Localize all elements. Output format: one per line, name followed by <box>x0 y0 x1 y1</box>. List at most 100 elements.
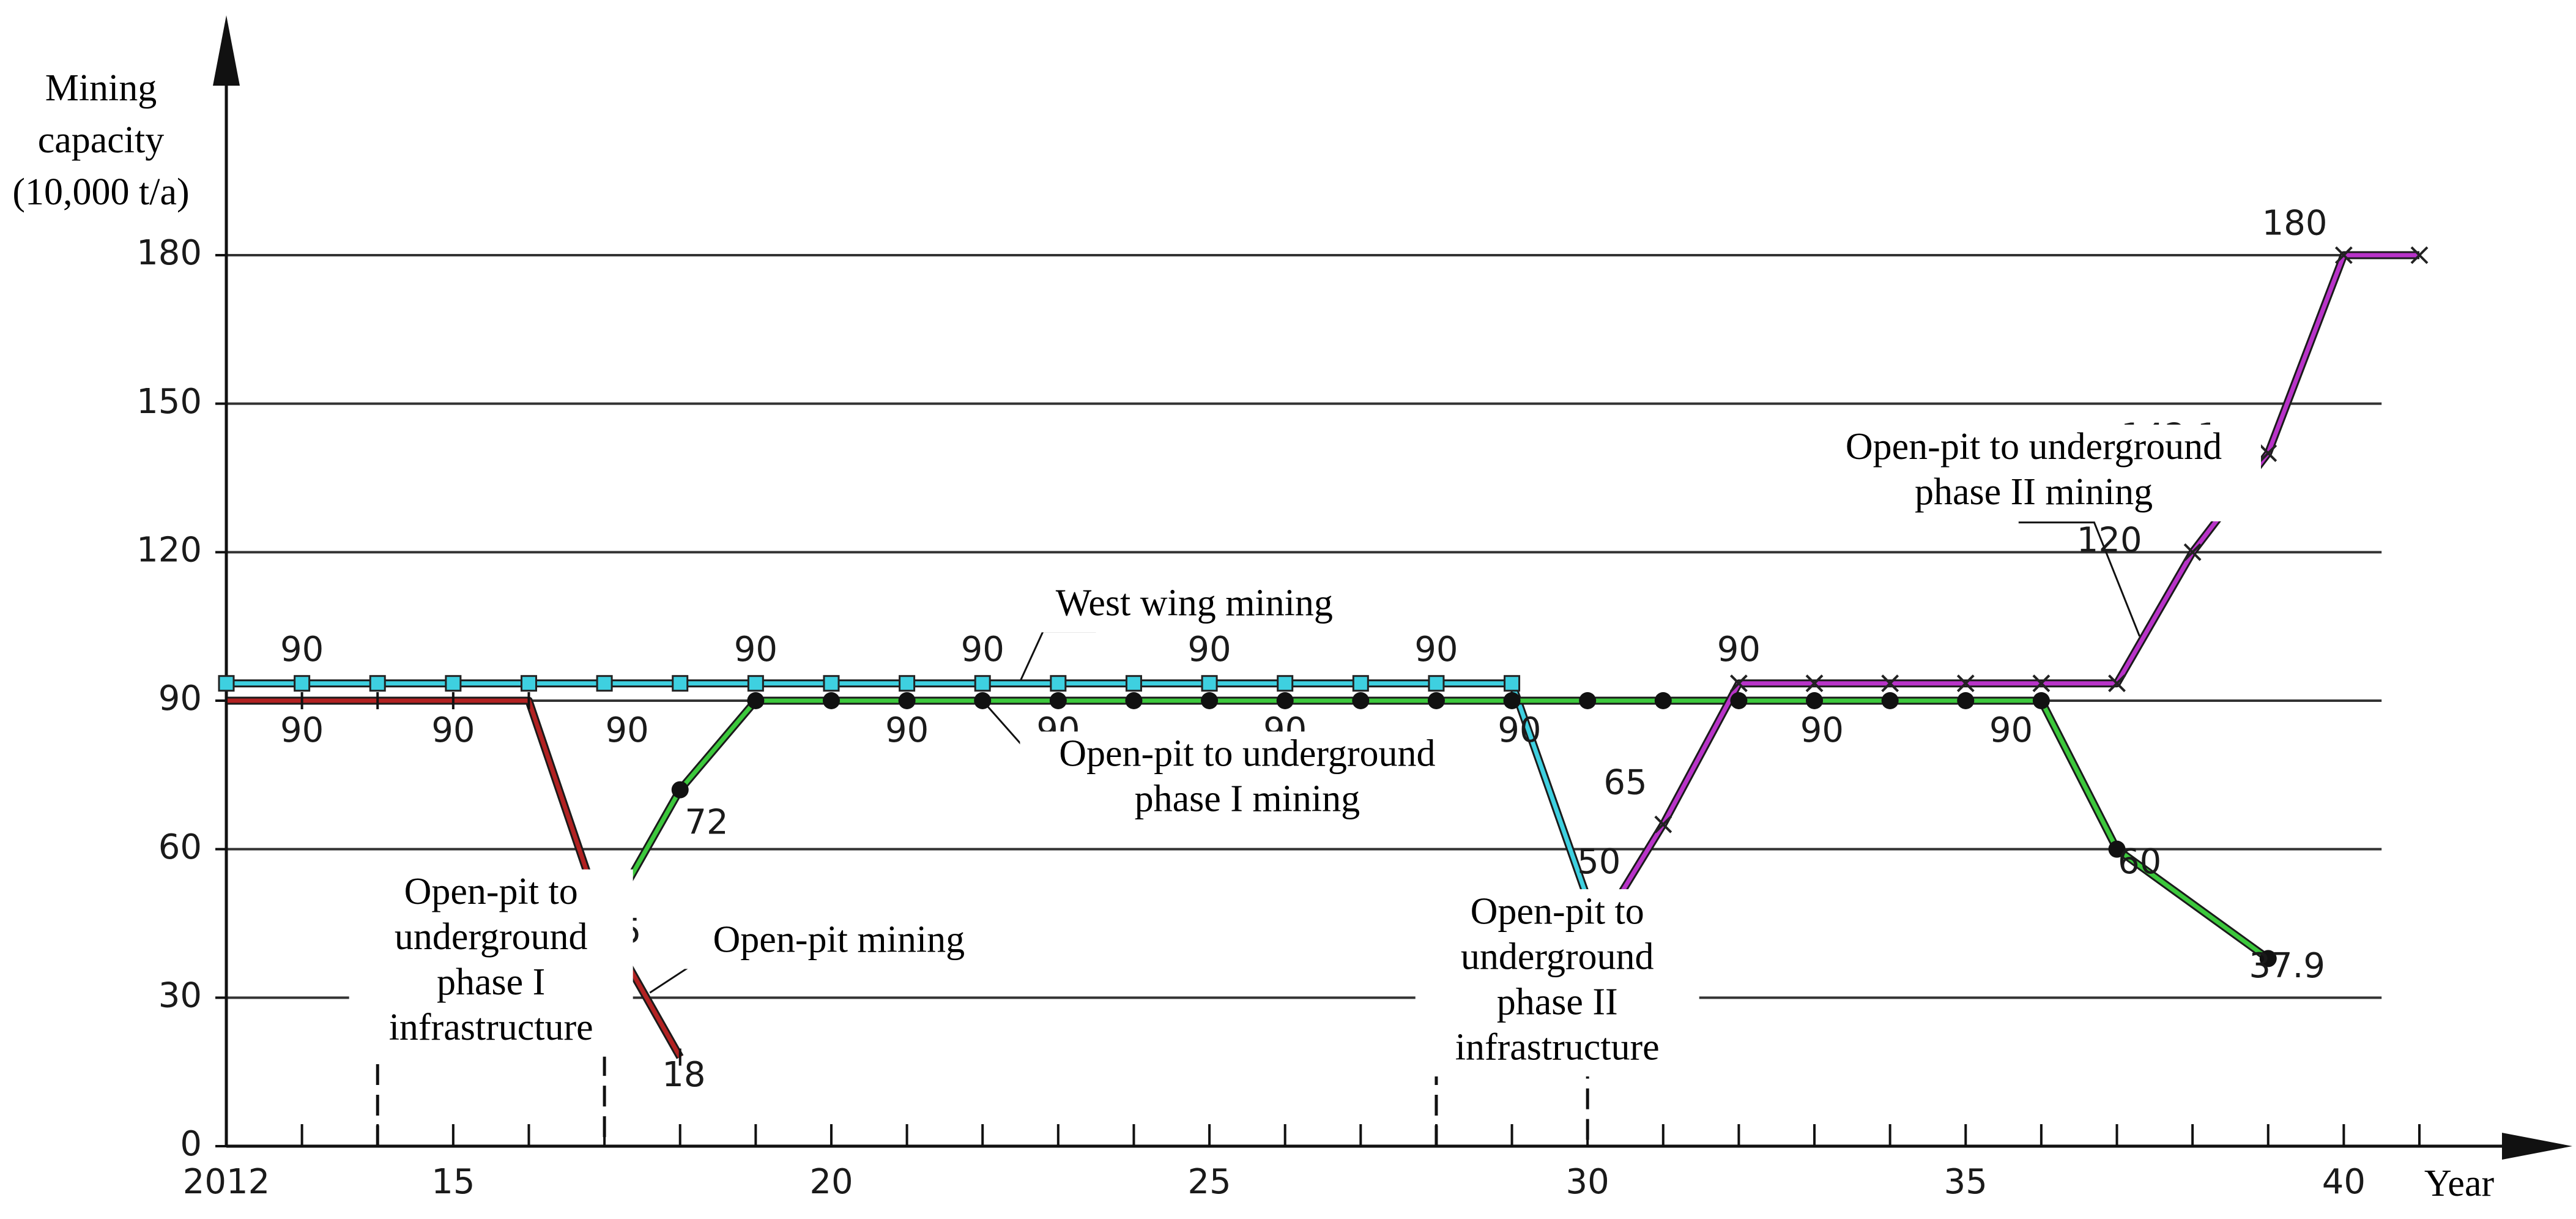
series-line-phase1 <box>603 698 2270 961</box>
annotation-label: underground <box>1461 936 1654 977</box>
point-x-stroke <box>1881 674 1899 693</box>
data-label: 90 <box>1800 710 1844 750</box>
point-phase2 <box>2183 543 2202 561</box>
point-west_wing <box>672 675 689 692</box>
point-west_wing <box>520 675 537 692</box>
x-tick-label: 30 <box>1566 1162 1609 1202</box>
point-west_wing <box>294 675 311 692</box>
series-line-phase2 <box>1586 253 2419 950</box>
annotation-label: infrastructure <box>1455 1026 1660 1068</box>
point-x-stroke <box>1805 674 1824 693</box>
point-x-stroke <box>2410 246 2429 264</box>
y-tick-label: 90 <box>158 679 202 718</box>
west-wing-leader <box>1019 630 1096 682</box>
y-tick-label: 0 <box>180 1124 202 1164</box>
point-west_wing <box>596 675 613 692</box>
data-label: 90 <box>280 710 324 750</box>
x-tick-label: 25 <box>1187 1162 1231 1202</box>
annotation-label: Open-pit to <box>404 871 578 912</box>
point-phase1 <box>2032 692 2050 709</box>
point-phase1 <box>1730 692 1748 709</box>
point-phase2 <box>2259 444 2277 462</box>
data-label: 90 <box>885 710 929 750</box>
data-label: 90 <box>961 630 1004 669</box>
point-west_wing <box>1277 675 1294 692</box>
point-phase1 <box>2259 950 2277 967</box>
point-west_wing <box>899 675 916 692</box>
annotation-label: West wing mining <box>1056 583 1333 624</box>
annotation-label: phase II mining <box>1915 471 2153 513</box>
point-x-stroke <box>2183 543 2202 561</box>
point-phase1 <box>1579 692 1597 709</box>
data-label: 90 <box>1187 630 1231 669</box>
point-west_wing <box>747 675 764 692</box>
data-label: 120 <box>2077 520 2142 560</box>
x-tick-label: 20 <box>809 1162 853 1202</box>
point-west_wing <box>1504 675 1521 692</box>
data-label: 90 <box>1989 710 2033 750</box>
data-label: 50 <box>1577 842 1620 882</box>
point-west_wing <box>823 675 840 692</box>
x-axis-title: Year <box>2424 1163 2495 1204</box>
point-phase1 <box>1049 692 1067 709</box>
point-phase1 <box>974 692 992 709</box>
point-x-stroke <box>2334 246 2353 264</box>
series-layer <box>226 251 2419 1059</box>
point-west_wing <box>1125 675 1142 692</box>
annotation-label: underground <box>395 916 588 958</box>
point-phase1 <box>1352 692 1370 709</box>
point-phase1 <box>2108 840 2126 858</box>
x-tick-label: 35 <box>1944 1162 1988 1202</box>
point-phase1 <box>1201 692 1219 709</box>
point-x-stroke <box>2259 444 2277 462</box>
point-phase2 <box>2334 246 2353 264</box>
y-tick-label: 120 <box>136 530 202 570</box>
point-west_wing <box>1428 675 1445 692</box>
annotation-label: infrastructure <box>389 1007 593 1048</box>
data-label: 90 <box>431 710 475 750</box>
y-axis-title: Mining <box>45 67 157 109</box>
point-phase1 <box>1881 692 1899 709</box>
y-axis-title: capacity <box>38 119 165 161</box>
data-label: 90 <box>1717 630 1761 669</box>
annotation-label: Open-pit mining <box>713 919 965 961</box>
data-label: 180 <box>2262 204 2328 244</box>
annotation-label: Open-pit to underground <box>1059 733 1435 775</box>
data-label: 90 <box>1498 710 1541 750</box>
point-phase1 <box>1806 692 1824 709</box>
point-x-stroke <box>2108 674 2126 693</box>
point-west_wing <box>369 675 386 692</box>
data-label: 37.9 <box>2249 946 2325 986</box>
point-x-stroke <box>1956 674 1975 693</box>
point-phase1 <box>1276 692 1294 709</box>
point-west_wing <box>1050 675 1067 692</box>
y-tick-label: 30 <box>158 975 202 1015</box>
point-x-stroke <box>1654 815 1672 833</box>
series-outline-phase2 <box>1584 251 2419 950</box>
point-phase2 <box>1805 674 1824 693</box>
point-phase2 <box>1654 815 1672 833</box>
point-phase2 <box>1956 674 1975 693</box>
x-tick-label: 15 <box>431 1162 475 1202</box>
point-phase1 <box>1125 692 1143 709</box>
data-label: 90 <box>606 710 649 750</box>
point-phase1 <box>1654 692 1672 709</box>
point-west_wing <box>974 675 991 692</box>
series-line-west_wing <box>226 681 1665 1024</box>
annotation-label: Open-pit to <box>1471 890 1644 932</box>
annotation-backdrop <box>1415 889 1699 1077</box>
y-tick-label: 60 <box>158 827 202 867</box>
text-layer: 0 30 60 90 120 150 180 2012 15 20 25 30 35 40 Mining ca… <box>12 67 2494 1204</box>
data-label: 90 <box>1414 630 1458 669</box>
annotation-backdrop <box>1806 424 2262 521</box>
point-phase1 <box>1427 692 1445 709</box>
phase2-mining-leader <box>2018 521 2140 637</box>
point-x-stroke <box>1729 674 1748 693</box>
x-tick-label: 2012 <box>183 1162 270 1202</box>
point-phase2 <box>2032 674 2051 693</box>
point-x-stroke <box>2032 674 2051 693</box>
annotation-backdrop <box>678 917 1000 969</box>
data-label: 65 <box>1603 763 1647 803</box>
x-axis-arrow <box>2502 1133 2572 1160</box>
